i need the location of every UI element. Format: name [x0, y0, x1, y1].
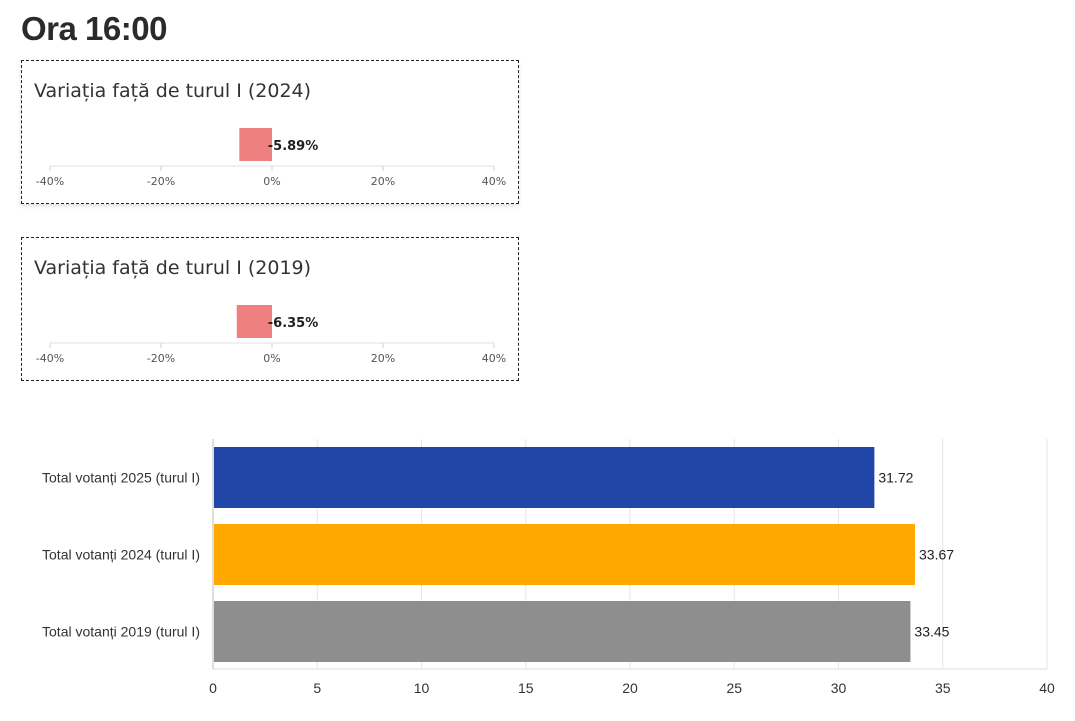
- variation-axis-tick-label: -20%: [147, 352, 175, 365]
- variation-axis-tick-label: 0%: [263, 352, 280, 365]
- x-tick-label: 35: [935, 680, 951, 696]
- variation-panel-2024: Variația față de turul I (2024) -40% -20%…: [21, 60, 519, 204]
- variation-panel-title: Variația față de turul I (2019): [34, 257, 312, 279]
- bar: [214, 524, 916, 585]
- category-label: Total votanți 2025 (turul I): [42, 470, 200, 486]
- variation-value-label: -6.35%: [268, 316, 319, 331]
- variation-axis-tick-label: -40%: [36, 352, 64, 365]
- variation-axis-tick-label: -20%: [147, 175, 175, 188]
- x-tick-label: 15: [518, 680, 534, 696]
- x-tick-label: 5: [313, 680, 321, 696]
- category-label: Total votanți 2019 (turul I): [42, 624, 200, 640]
- category-label: Total votanți 2024 (turul I): [42, 547, 200, 563]
- variation-chart-2024: -40% -20% 0% 20% 40% -5.89%: [36, 128, 506, 188]
- x-tick-label: 10: [414, 680, 430, 696]
- bar: [214, 447, 875, 508]
- variation-value-label: -5.89%: [268, 139, 319, 154]
- bar-value-label: 33.67: [919, 547, 954, 563]
- bar-value-label: 33.45: [914, 624, 949, 640]
- variation-axis-tick-label: 40%: [482, 352, 506, 365]
- variation-axis-tick-label: -40%: [36, 175, 64, 188]
- variation-bar: [236, 305, 272, 338]
- variation-panel-2019: Variația față de turul I (2019) -40% -20%…: [21, 237, 519, 381]
- x-tick-label: 30: [831, 680, 847, 696]
- variation-bar: [239, 128, 272, 161]
- x-tick-label: 25: [726, 680, 742, 696]
- variation-panel-title: Variația față de turul I (2024): [34, 80, 312, 102]
- turnout-bar-chart: 0 5 10 15 20 25 30 35 40 Total votanți 2025 (turu…: [42, 439, 1055, 696]
- x-tick-label: 40: [1039, 680, 1055, 696]
- variation-axis-tick-label: 40%: [482, 175, 506, 188]
- x-tick-label: 0: [209, 680, 217, 696]
- bar: [214, 601, 911, 662]
- variation-axis-tick-label: 0%: [263, 175, 280, 188]
- x-tick-label: 20: [622, 680, 638, 696]
- variation-chart-2019: -40% -20% 0% 20% 40% -6.35%: [36, 305, 506, 365]
- bar-value-label: 31.72: [878, 470, 913, 486]
- variation-axis-tick-label: 20%: [371, 352, 395, 365]
- variation-axis-tick-label: 20%: [371, 175, 395, 188]
- page-title: Ora 16:00: [21, 10, 167, 47]
